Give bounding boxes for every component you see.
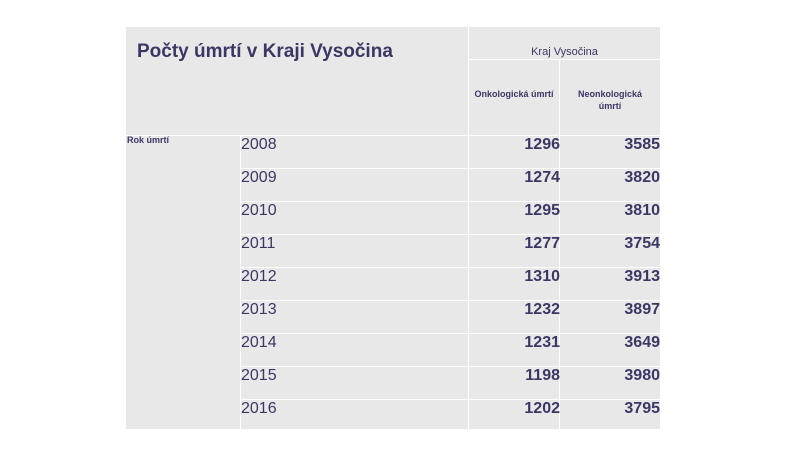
onkologicka-cell: 1295 (524, 202, 560, 219)
grid-line-vertical (559, 59, 560, 429)
onkologicka-cell: 1202 (524, 400, 560, 417)
year-cell: 2009 (241, 169, 277, 186)
year-cell: 2010 (241, 202, 277, 219)
grid-line-horizontal (240, 168, 660, 169)
year-cell: 2016 (241, 400, 277, 417)
table-row: 2012 1310 3913 (126, 267, 660, 300)
table-row: 2009 1274 3820 (126, 168, 660, 201)
year-cell: 2014 (241, 334, 277, 351)
grid-line-horizontal (126, 135, 660, 136)
year-cell: 2012 (241, 268, 277, 285)
table-row: 2013 1232 3897 (126, 300, 660, 333)
year-cell: 2015 (241, 367, 277, 384)
grid-line-horizontal (240, 366, 660, 367)
onkologicka-cell: 1277 (524, 235, 560, 252)
neonkologicka-cell: 3754 (624, 235, 660, 252)
onkologicka-cell: 1231 (524, 334, 560, 351)
column-header-neonkologicka: Neonkologická úmrtí (577, 89, 642, 111)
neonkologicka-cell: 3980 (624, 367, 660, 384)
year-cell: 2011 (241, 235, 276, 252)
grid-line-vertical (468, 27, 469, 429)
deaths-table: Počty úmrtí v Kraji Vysočina Kraj Vysoči… (126, 27, 660, 429)
onkologicka-cell: 1198 (525, 367, 560, 384)
grid-line-vertical (240, 135, 241, 429)
table-row: 2015 1198 3980 (126, 366, 660, 399)
table-row: 2016 1202 3795 (126, 399, 660, 432)
onkologicka-cell: 1232 (524, 301, 560, 318)
onkologicka-cell: 1296 (524, 136, 560, 153)
neonkologicka-cell: 3585 (624, 136, 660, 153)
year-cell: 2013 (241, 301, 277, 318)
table-row: 2010 1295 3810 (126, 201, 660, 234)
table-body: 2008 1296 3585 2009 1274 3820 2010 1295 3810 2011… (126, 135, 660, 432)
table-row: 2011 1277 3754 (126, 234, 660, 267)
neonkologicka-cell: 3913 (624, 268, 660, 285)
onkologicka-cell: 1274 (524, 169, 560, 186)
column-header-onkologicka: Onkologická úmrtí (474, 89, 554, 99)
grid-line-horizontal (240, 300, 660, 301)
grid-line-horizontal (240, 267, 660, 268)
grid-line-horizontal (240, 201, 660, 202)
region-header: Kraj Vysočina (531, 46, 598, 58)
grid-line-horizontal (240, 399, 660, 400)
grid-line-horizontal (240, 234, 660, 235)
row-group-label: Rok úmrtí (127, 135, 170, 145)
neonkologicka-cell: 3820 (624, 169, 660, 186)
table-title: Počty úmrtí v Kraji Vysočina (137, 41, 393, 62)
year-cell: 2008 (241, 136, 277, 153)
neonkologicka-cell: 3795 (624, 400, 660, 417)
neonkologicka-cell: 3810 (624, 202, 660, 219)
table-row: 2008 1296 3585 (126, 135, 660, 168)
neonkologicka-cell: 3897 (624, 301, 660, 318)
table-row: 2014 1231 3649 (126, 333, 660, 366)
grid-line-horizontal (469, 59, 660, 60)
neonkologicka-cell: 3649 (624, 334, 660, 351)
grid-line-horizontal (240, 333, 660, 334)
onkologicka-cell: 1310 (524, 268, 560, 285)
